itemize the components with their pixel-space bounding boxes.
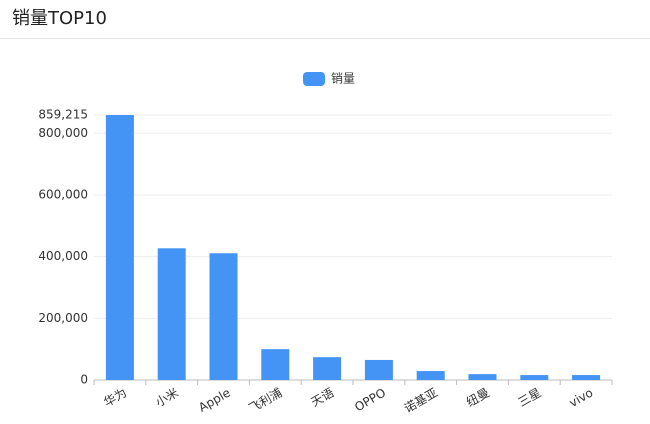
bar [416, 371, 445, 380]
divider [0, 38, 650, 39]
x-tick-label: 三星 [516, 386, 544, 410]
bar [105, 115, 134, 380]
x-tick-label: 华为 [101, 386, 129, 410]
bar [572, 375, 601, 380]
x-tick-label: vivo [567, 386, 596, 411]
y-tick-label: 800,000 [38, 126, 88, 140]
bar [520, 375, 549, 380]
bar [209, 253, 238, 380]
y-tick-label: 859,215 [38, 108, 88, 122]
x-tick-label: Apple [196, 386, 233, 415]
x-tick-label: OPPO [352, 386, 388, 415]
x-tick-label: 飞利浦 [246, 386, 284, 416]
x-tick-label: 小米 [153, 386, 181, 410]
y-tick-label: 200,000 [38, 311, 88, 325]
legend-swatch [303, 72, 325, 86]
y-tick-label: 0 [80, 373, 88, 387]
legend-label: 销量 [331, 72, 355, 86]
bar [468, 374, 497, 380]
bar [261, 349, 290, 380]
x-tick-label: 天语 [309, 386, 337, 410]
y-tick-label: 600,000 [38, 187, 88, 201]
card-title: 销量TOP10 [12, 8, 107, 29]
bar [313, 357, 342, 380]
y-tick-label: 400,000 [38, 249, 88, 263]
bar [157, 248, 186, 380]
x-tick-label: 纽曼 [464, 386, 492, 410]
x-tick-label: 诺基亚 [402, 386, 440, 416]
bar [364, 359, 393, 380]
